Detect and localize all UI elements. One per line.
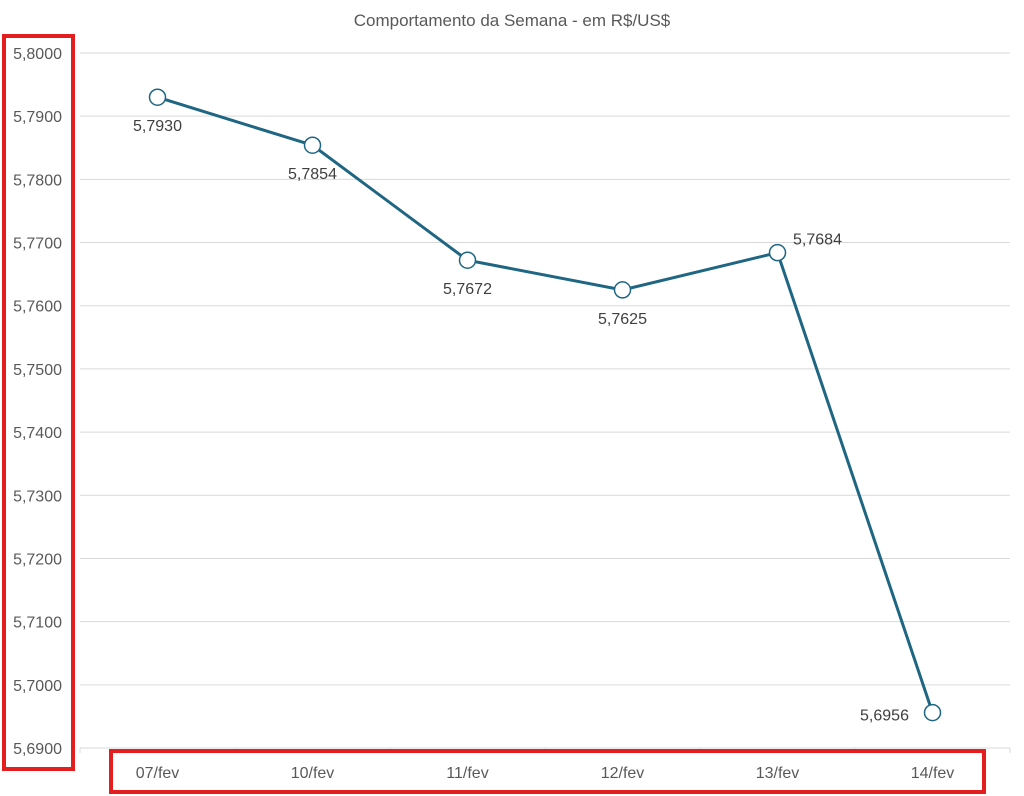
x-tick-label: 10/fev <box>291 765 335 782</box>
data-point <box>923 703 942 722</box>
data-point <box>148 88 167 106</box>
data-point <box>613 281 632 299</box>
data-point <box>303 136 322 154</box>
y-tick-label: 5,7700 <box>13 236 62 253</box>
data-point <box>458 251 477 269</box>
data-label: 5,7625 <box>598 311 647 328</box>
x-tick-label: 12/fev <box>601 765 645 782</box>
y-tick-label: 5,7300 <box>13 488 62 505</box>
data-label: 5,7672 <box>443 281 492 298</box>
y-tick-label: 5,8000 <box>13 46 62 63</box>
y-tick-label: 5,7200 <box>13 551 62 568</box>
data-label: 5,7854 <box>288 166 337 183</box>
data-point <box>768 243 787 262</box>
y-tick-label: 5,6900 <box>13 741 62 758</box>
chart-title: Comportamento da Semana - em R$/US$ <box>354 11 671 30</box>
y-tick-label: 5,7400 <box>13 425 62 442</box>
x-tick-label: 11/fev <box>446 765 488 782</box>
x-axis-highlight-box <box>109 749 986 794</box>
x-tick-label: 07/fev <box>136 765 180 782</box>
data-label: 5,7684 <box>793 232 842 249</box>
y-tick-label: 5,7800 <box>13 172 62 189</box>
data-label: 5,6956 <box>860 708 909 725</box>
series-line <box>157 95 934 714</box>
y-tick-label: 5,7100 <box>13 615 62 632</box>
y-tick-label: 5,7900 <box>13 109 62 126</box>
x-tick-label: 14/fev <box>911 765 955 782</box>
y-tick-label: 5,7000 <box>13 678 62 695</box>
y-tick-label: 5,7500 <box>13 362 62 379</box>
data-label: 5,7930 <box>133 118 182 135</box>
y-axis-highlight-box <box>2 34 75 771</box>
x-tick-label: 13/fev <box>756 765 800 782</box>
y-tick-label: 5,7600 <box>13 299 62 316</box>
